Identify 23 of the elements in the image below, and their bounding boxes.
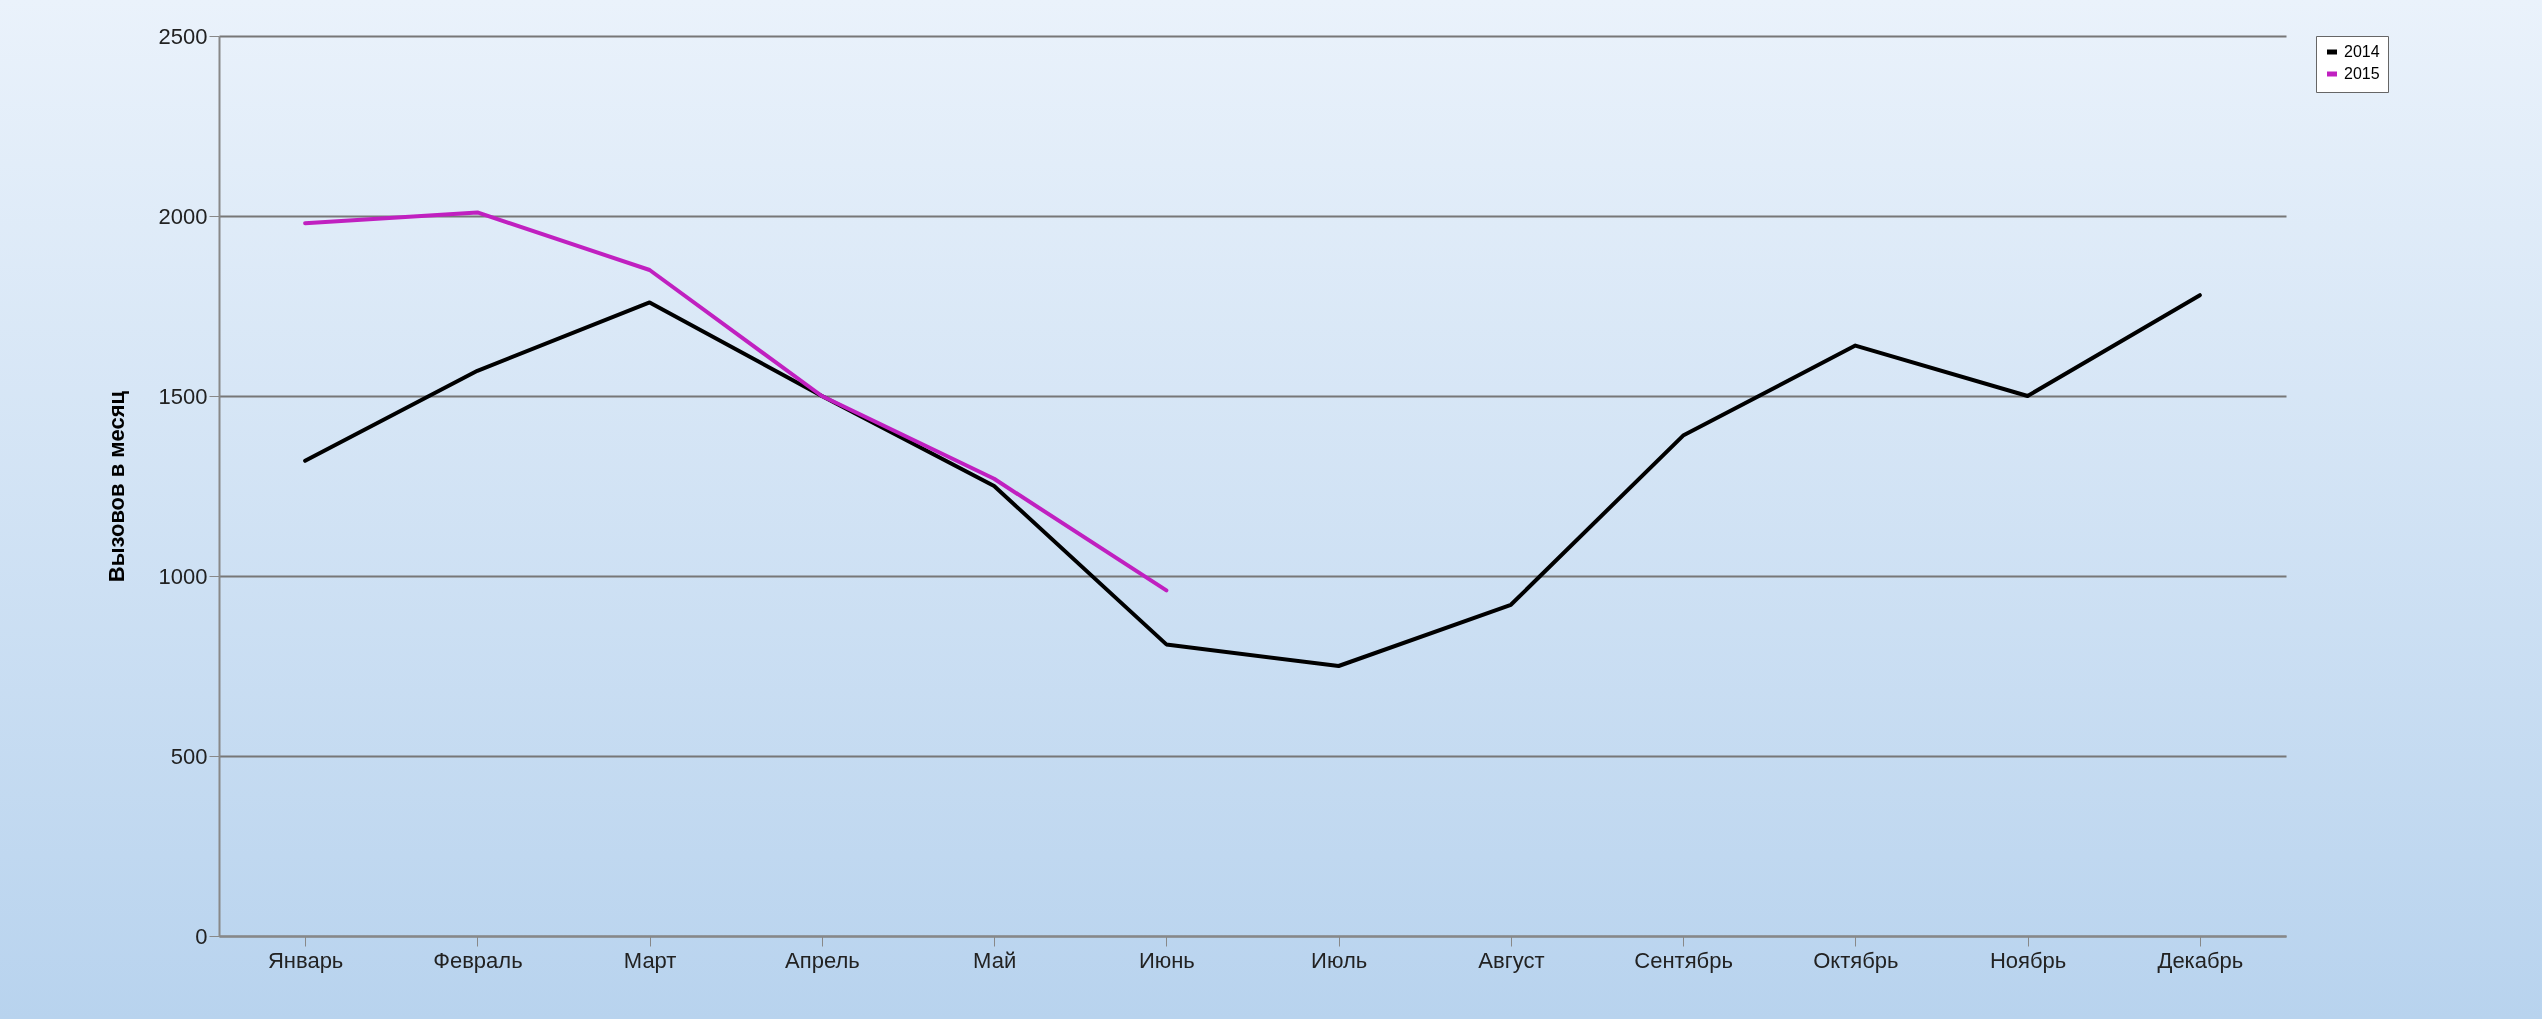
line-series — [303, 293, 2202, 668]
x-tick-label: Январь — [267, 947, 344, 973]
y-tick-label: 2000 — [158, 203, 208, 229]
x-tick-label: Декабрь — [2157, 947, 2244, 973]
legend-label: 2015 — [2344, 65, 2380, 82]
x-tick-label: Июнь — [1138, 947, 1195, 973]
legend-label: 2014 — [2344, 43, 2380, 60]
y-axis-title: Вызовов в месяц — [103, 390, 129, 583]
line-series — [303, 210, 1169, 593]
x-tick-label: Ноябрь — [1989, 947, 2067, 973]
x-tick-label: Апрель — [785, 947, 860, 973]
x-tick-label: Февраль — [433, 947, 523, 973]
x-tick-label: Май — [973, 947, 1017, 973]
x-tick-label: Октябрь — [1813, 947, 1899, 973]
x-tick-label: Август — [1478, 947, 1545, 973]
y-tick-label: 2500 — [158, 23, 208, 49]
x-tick-label: Март — [623, 947, 677, 973]
x-tick-label: Июль — [1311, 947, 1368, 973]
y-tick-label: 0 — [195, 923, 208, 949]
x-tick-label: Сентябрь — [1634, 947, 1733, 973]
y-tick-label: 500 — [170, 743, 208, 769]
y-tick-label: 1500 — [158, 383, 208, 409]
y-tick-label: 1000 — [158, 563, 208, 589]
